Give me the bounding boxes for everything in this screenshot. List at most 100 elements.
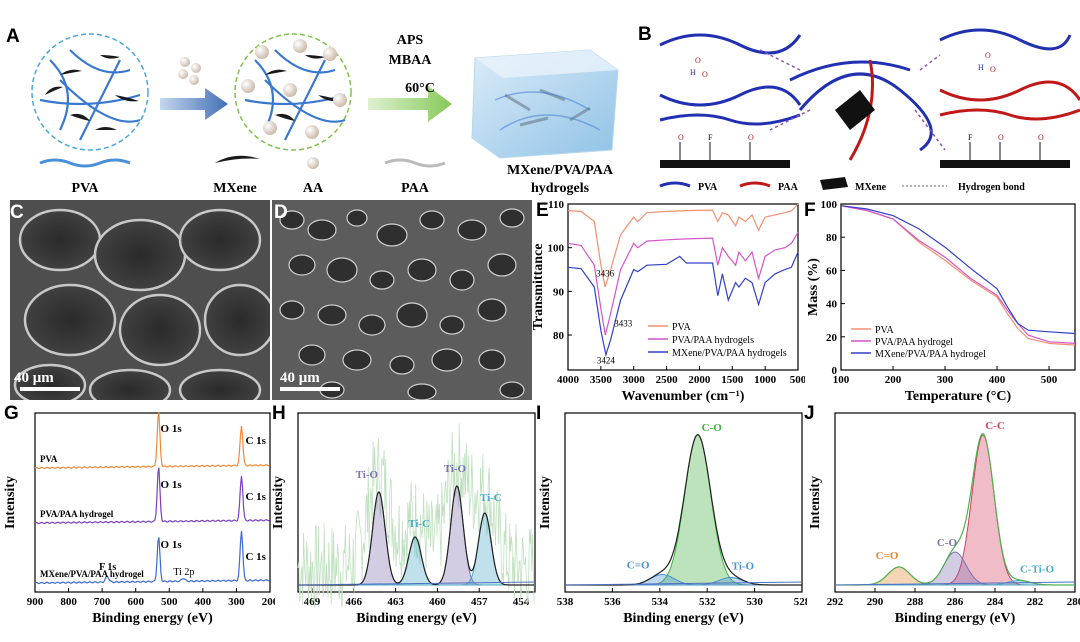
svg-text:F: F xyxy=(708,133,713,142)
svg-text:H: H xyxy=(978,63,984,72)
x-axis-label: Wavenumber (cm⁻¹) xyxy=(622,389,745,404)
tga-line-2 xyxy=(840,205,1076,335)
baseline xyxy=(564,581,803,586)
condition-temp: 60°C xyxy=(405,81,435,96)
x-tick-label: 3500 xyxy=(590,374,613,386)
legend-pva: PVA xyxy=(72,181,100,196)
panel-label-a: A xyxy=(6,26,20,47)
legend-label: PVA xyxy=(672,322,691,333)
x-tick-label: 600 xyxy=(127,596,144,608)
svg-text:O: O xyxy=(985,51,991,60)
ftir-line-0 xyxy=(567,203,799,288)
product-label-2: hydrogels xyxy=(531,181,590,196)
series-label: PVA/PAA hydrogel xyxy=(40,509,114,519)
x-tick-label: 500 xyxy=(161,596,178,608)
pva-mxene-circle xyxy=(31,33,149,151)
x-tick-label: 500 xyxy=(1041,374,1058,386)
panel-label-i: I xyxy=(536,403,542,424)
legend-mxene: MXene xyxy=(213,181,257,196)
peak-label-o1s: O 1s xyxy=(161,539,183,551)
x-tick-label: 300 xyxy=(228,596,245,608)
product-label-1: MXene/PVA/PAA xyxy=(507,163,614,178)
x-tick-label: 800 xyxy=(60,596,77,608)
y-axis-label: Transmittance xyxy=(531,244,546,331)
peak-label: C-Ti-O xyxy=(1020,564,1054,576)
series-label: MXene/PVA/PAA hydrogel xyxy=(40,569,144,579)
plot-frame xyxy=(840,203,1076,371)
legend-paa: PAA xyxy=(401,181,430,196)
sem-image-c xyxy=(10,200,270,400)
peak-label-o1s: O 1s xyxy=(161,423,183,435)
peak-label-c1s: C 1s xyxy=(245,551,266,563)
y-tick-label: 100 xyxy=(548,243,565,255)
tga-chart: 100 200 300 400 500 0 20 40 60 80 100 Temperature (… xyxy=(806,199,1076,404)
x-tick-label: 2000 xyxy=(688,374,711,386)
x-tick-label: 4000 xyxy=(557,374,580,386)
plot-frame xyxy=(564,412,803,593)
panel-label-h: H xyxy=(272,403,286,424)
xps-survey-chart: 900 800 700 600 500 400 300 200 Binding energy (… xyxy=(3,412,275,626)
panel-a-scheme: APS MBAA 60°C PVA MXene AA PAA MXene/PVA… xyxy=(31,33,619,196)
condition-mbaa: MBAA xyxy=(389,53,433,68)
svg-text:F: F xyxy=(968,133,973,142)
component-peak-0 xyxy=(565,434,802,586)
panel-label-e: E xyxy=(536,200,549,221)
sem-image-d xyxy=(272,200,532,400)
x-tick-label: 1500 xyxy=(721,374,744,386)
hydrogel-block xyxy=(471,49,619,159)
x-tick-label: 469 xyxy=(304,596,321,608)
legend-aa: AA xyxy=(303,181,324,196)
peak-label: Ti-C xyxy=(480,492,502,504)
y-tick-label: 60 xyxy=(826,265,838,277)
y-tick-label: 90 xyxy=(553,286,565,298)
peak-label-c1s: C 1s xyxy=(245,491,266,503)
peak-annotation: 3433 xyxy=(614,318,633,328)
peak-label: Ti-O xyxy=(356,469,379,481)
raw-spectrum xyxy=(297,423,535,608)
tga-line-1 xyxy=(840,205,1076,344)
y-tick-label: 40 xyxy=(826,299,838,311)
x-tick-label: 284 xyxy=(987,596,1004,608)
panel-label-b: B xyxy=(638,24,652,45)
peak-label: Ti-C xyxy=(408,518,430,530)
y-tick-label: 110 xyxy=(548,199,564,211)
b-legend-hbond: Hydrogen bond xyxy=(958,182,1025,193)
x-tick-label: 460 xyxy=(429,596,446,608)
process-arrow-1 xyxy=(160,88,228,120)
scalebar-label-c: 40 μm xyxy=(14,370,54,386)
peak-label: Ti-O xyxy=(732,561,755,573)
y-axis-label: Intensity xyxy=(271,476,286,529)
svg-text:O: O xyxy=(678,133,684,142)
peak-label-c1s: C 1s xyxy=(245,435,266,447)
peak-label: C=O xyxy=(876,550,899,562)
x-tick-label: 530 xyxy=(746,596,763,608)
peak-label: C=O xyxy=(627,560,650,572)
peak-label-o1s: O 1s xyxy=(161,479,183,491)
legend-label: PVA xyxy=(875,325,894,336)
plot-frame xyxy=(297,412,536,593)
svg-text:O: O xyxy=(695,56,701,65)
envelope-line xyxy=(835,433,1075,586)
y-tick-label: 100 xyxy=(821,199,838,211)
y-tick-label: 80 xyxy=(826,232,838,244)
legend-label: MXene/PVA/PAA hydrogels xyxy=(672,348,787,359)
b-legend-mxene: MXene xyxy=(855,182,887,193)
xps-c1s-chart: 292 290 288 286 284 282 280 Binding energy (eV)… xyxy=(808,412,1080,626)
x-tick-label: 290 xyxy=(867,596,884,608)
x-tick-label: 200 xyxy=(262,596,275,608)
y-axis-label: Intensity xyxy=(538,476,553,529)
x-tick-label: 900 xyxy=(27,596,44,608)
xps-survey-line-2 xyxy=(34,530,270,585)
x-tick-label: 500 xyxy=(790,374,805,386)
x-tick-label: 1000 xyxy=(754,374,777,386)
x-tick-label: 288 xyxy=(907,596,924,608)
svg-text:O: O xyxy=(748,133,754,142)
peak-label-f1s: F 1s xyxy=(99,562,116,573)
peak-label: Ti-O xyxy=(444,463,467,475)
x-axis-label: Binding energy (eV) xyxy=(356,611,477,626)
x-tick-label: 700 xyxy=(94,596,111,608)
x-axis-label: Temperature (°C) xyxy=(905,389,1012,404)
x-tick-label: 466 xyxy=(346,596,363,608)
svg-text:O: O xyxy=(1038,133,1044,142)
x-tick-label: 292 xyxy=(827,596,844,608)
